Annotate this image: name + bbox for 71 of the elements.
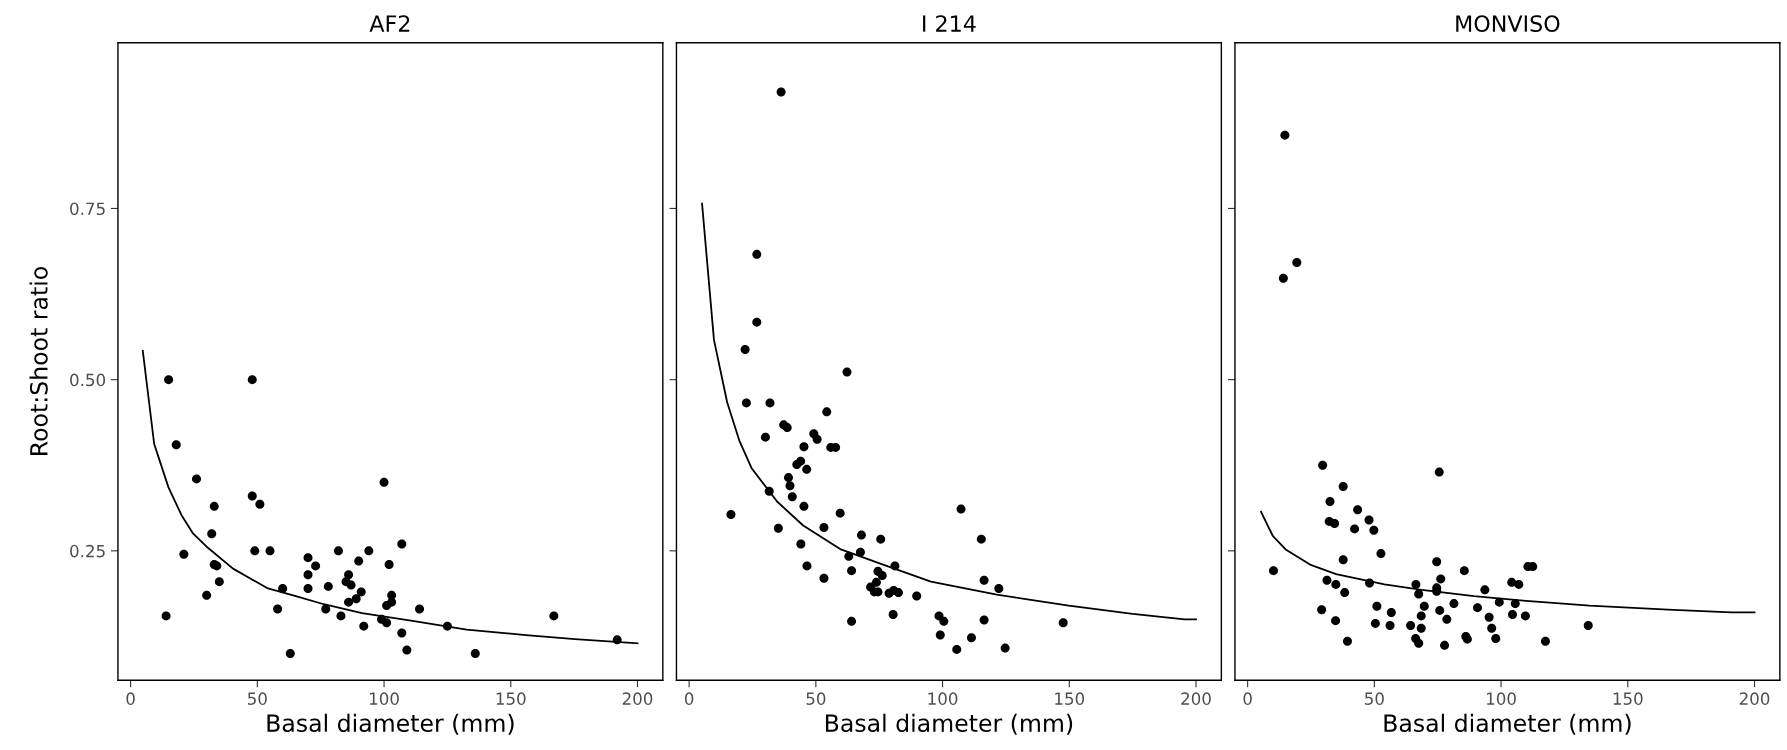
x-tick-label: 50 xyxy=(806,692,826,705)
point xyxy=(397,539,407,549)
x-axis-title: Basal diameter (mm) xyxy=(1384,713,1631,735)
point xyxy=(303,570,313,580)
point xyxy=(442,621,452,631)
point xyxy=(214,577,224,587)
x-tick-label: 200 xyxy=(1739,692,1770,705)
point xyxy=(265,546,275,556)
point xyxy=(346,580,356,590)
y-tick-label: 0.75 xyxy=(70,202,105,216)
point xyxy=(303,583,313,593)
point xyxy=(285,649,295,659)
x-tick-label: 0 xyxy=(1243,692,1252,705)
x-axis-title: Basal diameter (mm) xyxy=(267,713,514,735)
x-tick-label: 100 xyxy=(1487,692,1516,705)
point xyxy=(470,649,480,659)
point xyxy=(359,621,369,631)
x-tick-label: 50 xyxy=(248,692,267,705)
point xyxy=(415,604,425,614)
point xyxy=(247,375,257,385)
point xyxy=(164,375,174,385)
point xyxy=(333,546,343,556)
y-tick-label: 0.25 xyxy=(70,544,105,558)
x-tick-label: 0 xyxy=(126,692,135,705)
point xyxy=(387,597,397,607)
y-tick-label: 0.50 xyxy=(70,373,106,387)
point xyxy=(209,501,219,511)
x-tick-label: 150 xyxy=(1613,692,1643,705)
point xyxy=(402,645,412,655)
point xyxy=(171,440,181,450)
point xyxy=(397,628,407,638)
x-tick-label: 50 xyxy=(1365,692,1384,705)
x-axis-title: Basal diameter (mm) xyxy=(825,713,1073,735)
x-tick-label: 100 xyxy=(928,692,958,705)
point xyxy=(311,561,321,571)
chart-title: I 214 xyxy=(923,15,976,32)
point xyxy=(255,499,265,509)
x-tick-label: 100 xyxy=(369,692,399,705)
line-series xyxy=(141,349,639,645)
point xyxy=(247,491,257,501)
point xyxy=(364,546,374,556)
point xyxy=(321,604,331,614)
point xyxy=(207,529,217,539)
point xyxy=(336,611,346,621)
point xyxy=(356,587,366,597)
point xyxy=(161,611,171,621)
point xyxy=(384,560,394,570)
x-tick-label: 150 xyxy=(496,692,526,705)
y-axis-title: Root:Shoot ratio xyxy=(29,267,48,455)
point xyxy=(179,549,189,559)
point xyxy=(612,635,622,645)
point xyxy=(354,556,364,566)
chart-title: AF2 xyxy=(369,15,410,32)
chart-title: MONVISO xyxy=(1456,15,1560,32)
x-tick-label: 0 xyxy=(684,692,694,705)
x-tick-label: 200 xyxy=(1181,692,1211,705)
point xyxy=(273,604,283,614)
point xyxy=(202,590,212,600)
point xyxy=(192,474,202,484)
point xyxy=(351,594,361,604)
point xyxy=(382,618,392,628)
x-tick-label: 200 xyxy=(622,692,653,705)
point xyxy=(323,581,333,591)
point xyxy=(379,477,389,487)
x-tick-label: 150 xyxy=(1055,692,1085,705)
point xyxy=(303,553,313,563)
point xyxy=(250,546,260,556)
point xyxy=(549,611,559,621)
point xyxy=(344,570,354,580)
point xyxy=(344,597,354,607)
point xyxy=(278,583,288,593)
